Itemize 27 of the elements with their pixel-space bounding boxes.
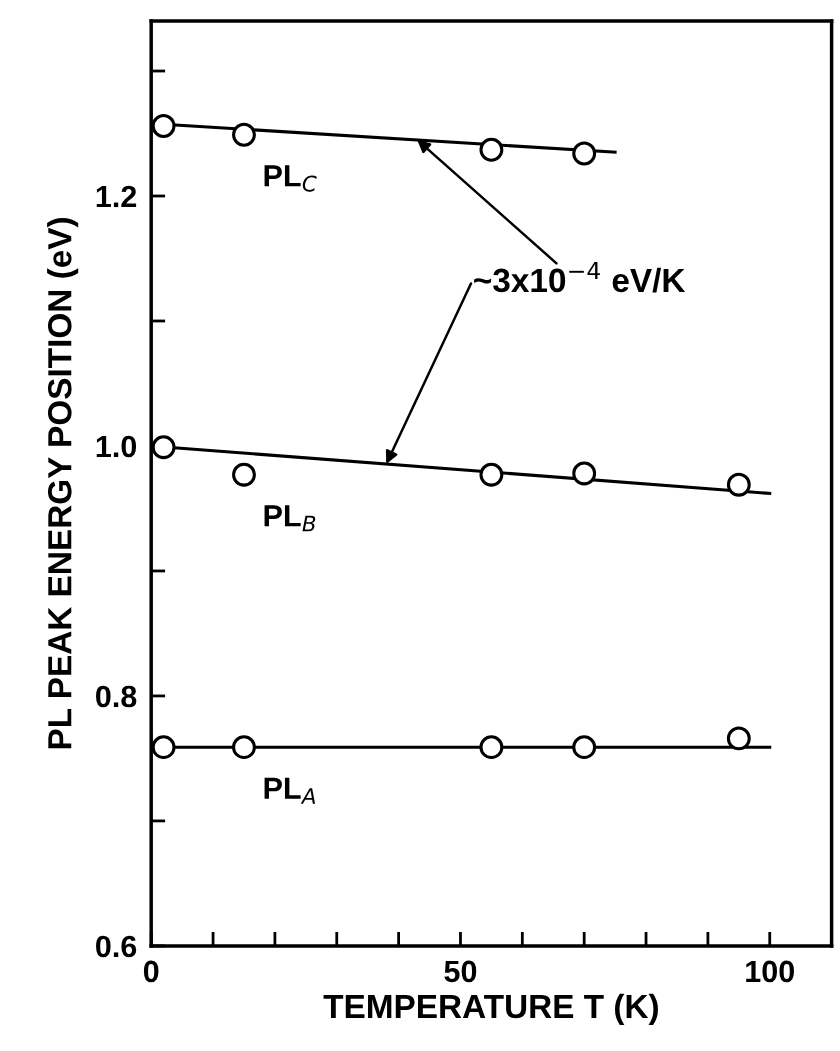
point (479, 137, 504, 162)
point (232, 735, 256, 760)
point (572, 461, 597, 486)
y-tick-label: 1.2 (96, 185, 137, 208)
y-tick-label: 0.6 (96, 935, 137, 958)
point (151, 114, 176, 138)
series-label: PL$_{B}$ (264, 505, 316, 532)
point (151, 735, 176, 760)
point (572, 141, 597, 166)
x-axis-title: TEMPERATURE T (K) (323, 993, 658, 1025)
y-tick-label: 0.8 (96, 685, 137, 708)
point (479, 462, 504, 487)
point (232, 462, 256, 487)
x-tick-label: 50 (444, 960, 477, 983)
x-tick-label: 0 (143, 960, 159, 983)
point (232, 122, 256, 147)
y-tick-label: 1.0 (96, 435, 137, 458)
point (726, 472, 751, 497)
point (572, 735, 597, 760)
point (479, 735, 504, 760)
y-axis-title: PL PEAK ENERGY POSITION (eV) (47, 218, 79, 749)
series-label: PL$_{C}$ (264, 165, 317, 192)
series-label: PL$_{A}$ (264, 777, 316, 804)
point (151, 435, 176, 460)
point (726, 726, 751, 751)
annotation: ~3x10$^{−4}$ eV/K (474, 262, 686, 293)
x-tick-label: 100 (746, 960, 794, 983)
